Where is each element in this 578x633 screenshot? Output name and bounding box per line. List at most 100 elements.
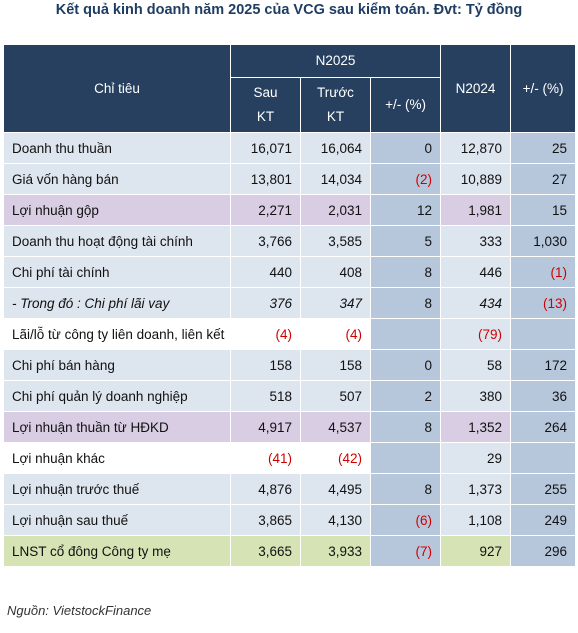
cell-truoc-kt: 408	[300, 256, 371, 288]
cell-change-n2024: (13)	[510, 287, 577, 319]
table-row: Lợi nhuận sau thuế 3,865 4,130 (6) 1,108 249	[3, 504, 577, 536]
cell-truoc-kt: 4,495	[300, 473, 371, 505]
cell-change-n2025: 8	[369, 256, 442, 288]
cell-change-n2025: (2)	[369, 163, 442, 195]
cell-change-n2025: 0	[369, 132, 442, 164]
header-truoc-kt: Trước KT	[300, 77, 371, 133]
cell-change-n2024: 255	[510, 473, 577, 505]
row-label: Chi phí bán hàng	[3, 349, 231, 381]
table-row: Doanh thu hoạt động tài chính 3,766 3,585 5…	[3, 225, 577, 257]
table-row: Lợi nhuận khác (41) (42) 29	[3, 442, 577, 474]
header-change-n2025: +/- (%)	[369, 77, 442, 133]
cell-sau-kt: 3,665	[230, 535, 301, 567]
cell-change-n2025: 8	[369, 473, 442, 505]
cell-change-n2024: 27	[510, 163, 577, 195]
cell-change-n2025: 8	[369, 411, 442, 443]
row-label: Lợi nhuận sau thuế	[3, 504, 231, 536]
table-row: Lợi nhuận gộp 2,271 2,031 12 1,981 15	[3, 194, 577, 226]
row-label: Lợi nhuận khác	[3, 442, 231, 474]
row-label: Lợi nhuận thuần từ HĐKD	[3, 411, 231, 443]
cell-sau-kt: 13,801	[230, 163, 301, 195]
table-title: Kết quả kinh doanh năm 2025 của VCG sau …	[55, 2, 523, 18]
row-label: Lãi/lỗ từ công ty liên doanh, liên kết	[3, 318, 231, 350]
row-label: Chi phí tài chính	[3, 256, 231, 288]
row-label: - Trong đó : Chi phí lãi vay	[3, 287, 231, 319]
table-row: Lãi/lỗ từ công ty liên doanh, liên kết (4…	[3, 318, 577, 350]
cell-change-n2024: 15	[510, 194, 577, 226]
header-n2024: N2024	[440, 44, 512, 133]
cell-change-n2024	[510, 318, 577, 350]
table-row: Chi phí bán hàng 158 158 0 58 172	[3, 349, 577, 381]
cell-truoc-kt: 507	[300, 380, 371, 412]
cell-change-n2024: 36	[510, 380, 577, 412]
header-truoc-kt-line1: Trước	[317, 85, 354, 100]
header-n2025: N2025	[229, 44, 442, 78]
cell-truoc-kt: 4,537	[300, 411, 371, 443]
cell-truoc-kt: 347	[300, 287, 371, 319]
cell-sau-kt: (41)	[230, 442, 301, 474]
table-body: Doanh thu thuần 16,071 16,064 0 12,870 25 Giá …	[3, 132, 577, 567]
cell-change-n2024: 172	[510, 349, 577, 381]
cell-change-n2025: (6)	[369, 504, 442, 536]
row-label: Lợi nhuận trước thuế	[3, 473, 231, 505]
cell-change-n2025	[369, 442, 442, 474]
cell-change-n2024: 264	[510, 411, 577, 443]
cell-n2024: (79)	[440, 318, 512, 350]
header-sau-kt-line1: Sau	[253, 85, 278, 100]
row-label: Lợi nhuận gộp	[3, 194, 231, 226]
cell-n2024: 1,352	[440, 411, 512, 443]
source-note: Nguồn: VietstockFinance	[7, 603, 152, 618]
cell-n2024: 58	[440, 349, 512, 381]
cell-change-n2024: 25	[510, 132, 577, 164]
cell-truoc-kt: 16,064	[300, 132, 371, 164]
cell-n2024: 1,108	[440, 504, 512, 536]
cell-n2024: 446	[440, 256, 512, 288]
cell-sau-kt: 158	[230, 349, 301, 381]
table-row: Chi phí tài chính 440 408 8 446 (1)	[3, 256, 577, 288]
table-row: - Trong đó : Chi phí lãi vay 376 347 8 434 (1…	[3, 287, 577, 319]
cell-change-n2025: 8	[369, 287, 442, 319]
cell-truoc-kt: 2,031	[300, 194, 371, 226]
cell-change-n2025: 5	[369, 225, 442, 257]
cell-sau-kt: 3,865	[230, 504, 301, 536]
cell-sau-kt: 518	[230, 380, 301, 412]
cell-change-n2025	[369, 318, 442, 350]
cell-change-n2025: 2	[369, 380, 442, 412]
cell-sau-kt: (4)	[230, 318, 301, 350]
cell-n2024: 380	[440, 380, 512, 412]
cell-sau-kt: 376	[230, 287, 301, 319]
row-label: Doanh thu hoạt động tài chính	[3, 225, 231, 257]
cell-truoc-kt: 4,130	[300, 504, 371, 536]
header-chi-tieu: Chỉ tiêu	[3, 44, 231, 133]
cell-truoc-kt: (4)	[300, 318, 371, 350]
cell-truoc-kt: 3,933	[300, 535, 371, 567]
cell-sau-kt: 4,917	[230, 411, 301, 443]
cell-n2024: 10,889	[440, 163, 512, 195]
header-sau-kt: Sau KT	[230, 77, 301, 133]
cell-change-n2024: 1,030	[510, 225, 577, 257]
cell-sau-kt: 16,071	[230, 132, 301, 164]
cell-change-n2025: 12	[369, 194, 442, 226]
table-row: Doanh thu thuần 16,071 16,064 0 12,870 25	[3, 132, 577, 164]
cell-truoc-kt: 14,034	[300, 163, 371, 195]
cell-change-n2025: 0	[369, 349, 442, 381]
cell-change-n2024	[510, 442, 577, 474]
cell-sau-kt: 3,766	[230, 225, 301, 257]
cell-sau-kt: 2,271	[230, 194, 301, 226]
row-label: Chi phí quản lý doanh nghiệp	[3, 380, 231, 412]
table-row: Lợi nhuận thuần từ HĐKD 4,917 4,537 8 1,352 2…	[3, 411, 577, 443]
cell-n2024: 927	[440, 535, 512, 567]
cell-n2024: 12,870	[440, 132, 512, 164]
row-label: Giá vốn hàng bán	[3, 163, 231, 195]
table-row: Chi phí quản lý doanh nghiệp 518 507 2 380 36	[3, 380, 577, 412]
cell-change-n2024: 296	[510, 535, 577, 567]
cell-n2024: 29	[440, 442, 512, 474]
cell-n2024: 434	[440, 287, 512, 319]
table-row: Giá vốn hàng bán 13,801 14,034 (2) 10,889 27	[3, 163, 577, 195]
cell-change-n2025: (7)	[369, 535, 442, 567]
row-label: LNST cổ đông Công ty mẹ	[3, 535, 231, 567]
row-label: Doanh thu thuần	[3, 132, 231, 164]
cell-change-n2024: 249	[510, 504, 577, 536]
header-sau-kt-line2: KT	[256, 109, 275, 124]
cell-truoc-kt: 158	[300, 349, 371, 381]
